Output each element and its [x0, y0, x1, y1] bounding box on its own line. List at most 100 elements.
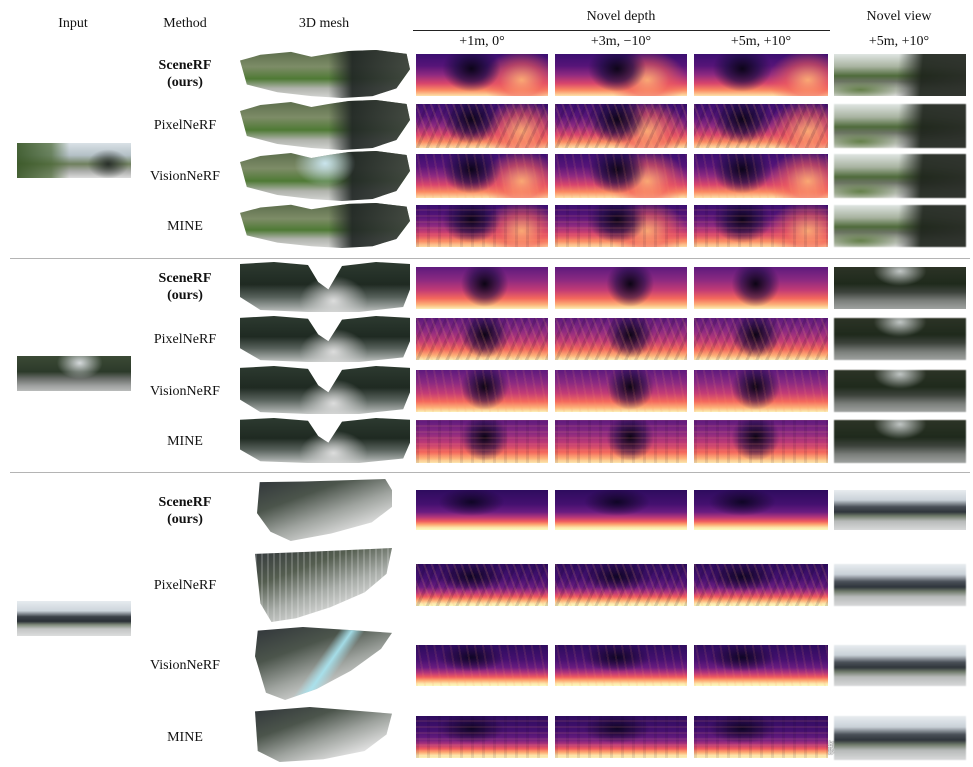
column-header-novel-view: Novel view — [866, 9, 932, 24]
method-label-visionnerf: VisionNeRF — [138, 156, 232, 196]
mesh-3d-image — [255, 627, 392, 700]
method-label-scenerf: SceneRF (ours) — [138, 267, 232, 307]
method-note: (ours) — [167, 75, 203, 90]
novel-depth-image — [694, 716, 828, 758]
method-label-pixelnerf: PixelNeRF — [138, 105, 232, 145]
method-name: SceneRF — [158, 271, 212, 286]
novel-depth-image — [555, 564, 687, 606]
mesh-3d-image — [255, 548, 392, 622]
column-header-3d-mesh: 3D mesh — [298, 16, 350, 31]
method-label-mine: MINE — [138, 206, 232, 246]
method-name: PixelNeRF — [153, 331, 217, 347]
novel-depth-image — [416, 154, 548, 198]
input-image — [17, 143, 131, 178]
novel-depth-image — [694, 370, 828, 412]
method-label-pixelnerf: PixelNeRF — [138, 319, 232, 359]
novel-view-image — [834, 370, 966, 412]
method-label-mine: MINE — [138, 421, 232, 461]
novel-depth-image — [555, 154, 687, 198]
method-note: (ours) — [167, 512, 203, 527]
group-separator — [10, 258, 970, 259]
novel-depth-image — [555, 205, 687, 247]
novel-view-image — [834, 490, 966, 530]
method-name: VisionNeRF — [150, 657, 220, 673]
novel-depth-image — [416, 318, 548, 360]
column-header-input: Input — [58, 16, 88, 31]
novel-depth-image — [694, 645, 828, 686]
method-label-scenerf: SceneRF (ours) — [138, 54, 232, 94]
column-header-method: Method — [163, 16, 207, 31]
novel-depth-image — [555, 490, 687, 530]
novel-view-image — [834, 154, 966, 198]
novel-depth-image — [416, 205, 548, 247]
mesh-3d-image — [240, 366, 410, 414]
input-image — [17, 601, 131, 636]
method-label-scenerf: SceneRF (ours) — [138, 491, 232, 531]
novel-depth-header-rule — [413, 30, 830, 31]
novel-depth-image — [416, 104, 548, 148]
mesh-3d-image — [240, 100, 410, 150]
novel-view-image — [834, 267, 966, 309]
method-name: VisionNeRF — [150, 383, 220, 399]
column-header-novel-depth: Novel depth — [586, 9, 656, 24]
novel-view-image — [834, 645, 966, 686]
novel-view-image — [834, 420, 966, 463]
mesh-3d-image — [240, 418, 410, 463]
novel-view-image — [834, 716, 966, 760]
method-name: MINE — [167, 433, 203, 449]
method-label-mine: MINE — [138, 717, 232, 757]
novel-depth-image — [416, 564, 548, 606]
novel-depth-image — [694, 267, 828, 309]
mesh-3d-image — [240, 50, 410, 98]
method-name: PixelNeRF — [153, 577, 217, 593]
novel-depth-image — [555, 370, 687, 412]
mesh-3d-image — [240, 316, 410, 362]
novel-view-image — [834, 205, 966, 247]
novel-depth-image — [555, 104, 687, 148]
method-label-pixelnerf: PixelNeRF — [138, 565, 232, 605]
group-separator — [10, 472, 970, 473]
view-subheader: +5m, +10° — [868, 34, 930, 49]
novel-depth-image — [694, 318, 828, 360]
method-label-visionnerf: VisionNeRF — [138, 645, 232, 685]
method-name: VisionNeRF — [150, 168, 220, 184]
mesh-3d-image — [240, 262, 410, 312]
mesh-3d-image — [240, 151, 410, 201]
novel-depth-image — [416, 54, 548, 96]
novel-depth-image — [694, 154, 828, 198]
method-name: PixelNeRF — [153, 117, 217, 133]
novel-depth-image — [555, 716, 687, 758]
novel-view-image — [834, 104, 966, 148]
novel-depth-image — [555, 267, 687, 309]
depth-subheader-3: +5m, +10° — [730, 34, 792, 49]
novel-depth-image — [694, 104, 828, 148]
novel-depth-image — [694, 490, 828, 530]
method-label-visionnerf: VisionNeRF — [138, 371, 232, 411]
novel-view-image — [834, 54, 966, 96]
novel-depth-image — [416, 370, 548, 412]
mesh-3d-image — [255, 707, 392, 762]
novel-depth-image — [416, 420, 548, 463]
method-name: MINE — [167, 729, 203, 745]
depth-subheader-2: +3m, −10° — [590, 34, 652, 49]
input-image — [17, 356, 131, 391]
method-name: SceneRF — [158, 58, 212, 73]
novel-depth-image — [694, 420, 828, 463]
novel-view-image — [834, 318, 966, 360]
novel-depth-image — [694, 205, 828, 247]
novel-depth-image — [416, 716, 548, 758]
novel-depth-image — [416, 267, 548, 309]
novel-depth-image — [694, 564, 828, 606]
mesh-3d-image — [257, 479, 392, 541]
novel-depth-image — [555, 645, 687, 686]
method-note: (ours) — [167, 288, 203, 303]
novel-depth-image — [416, 645, 548, 686]
novel-view-image — [834, 564, 966, 606]
depth-subheader-1: +1m, 0° — [459, 34, 505, 49]
mesh-3d-image — [240, 203, 410, 248]
method-name: MINE — [167, 218, 203, 234]
novel-depth-image — [555, 318, 687, 360]
method-name: SceneRF — [158, 495, 212, 510]
novel-depth-image — [555, 54, 687, 96]
